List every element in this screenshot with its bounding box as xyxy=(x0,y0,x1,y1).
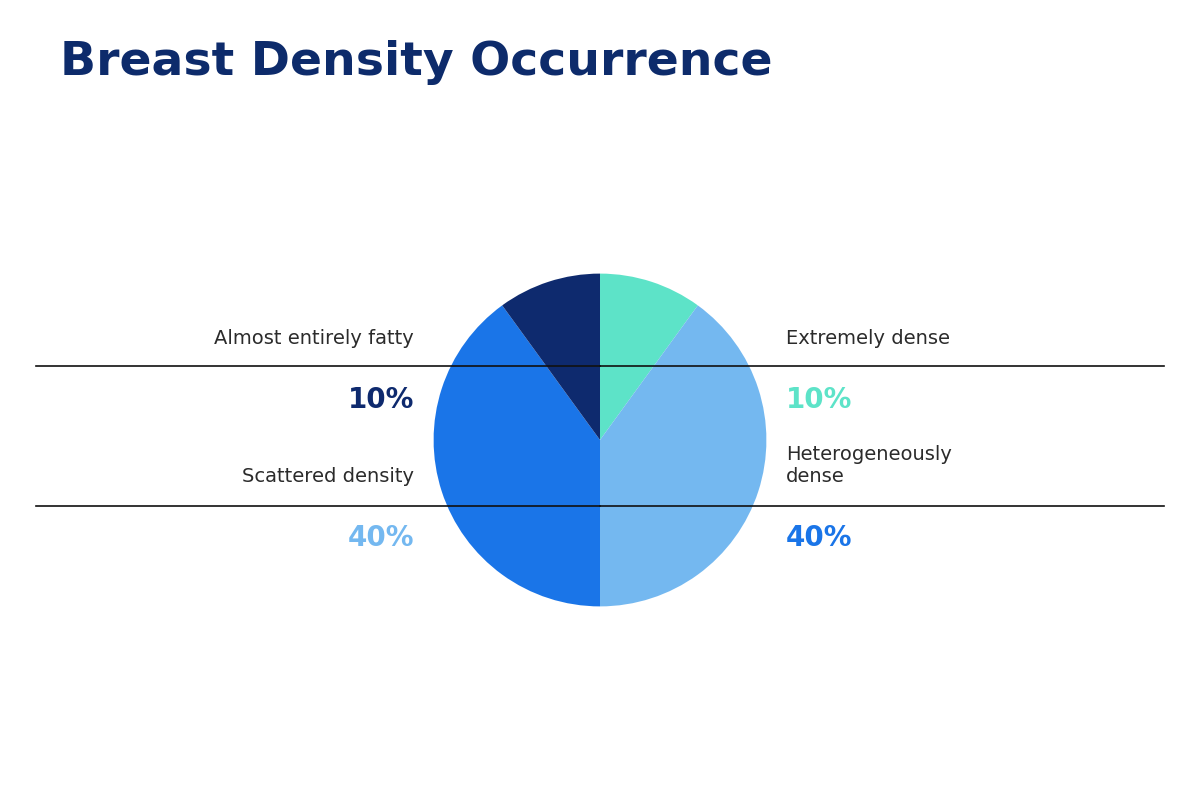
Text: Almost entirely fatty: Almost entirely fatty xyxy=(215,329,414,348)
Text: Breast Density Occurrence: Breast Density Occurrence xyxy=(60,40,773,85)
Text: Scattered density: Scattered density xyxy=(242,467,414,486)
Wedge shape xyxy=(433,306,600,606)
Text: 40%: 40% xyxy=(786,524,852,552)
Text: Heterogeneously
dense: Heterogeneously dense xyxy=(786,446,952,486)
Wedge shape xyxy=(600,306,767,606)
Wedge shape xyxy=(502,274,600,440)
Text: Extremely dense: Extremely dense xyxy=(786,329,950,348)
Text: 40%: 40% xyxy=(348,524,414,552)
Wedge shape xyxy=(600,274,698,440)
Text: 10%: 10% xyxy=(786,386,852,414)
Text: 10%: 10% xyxy=(348,386,414,414)
